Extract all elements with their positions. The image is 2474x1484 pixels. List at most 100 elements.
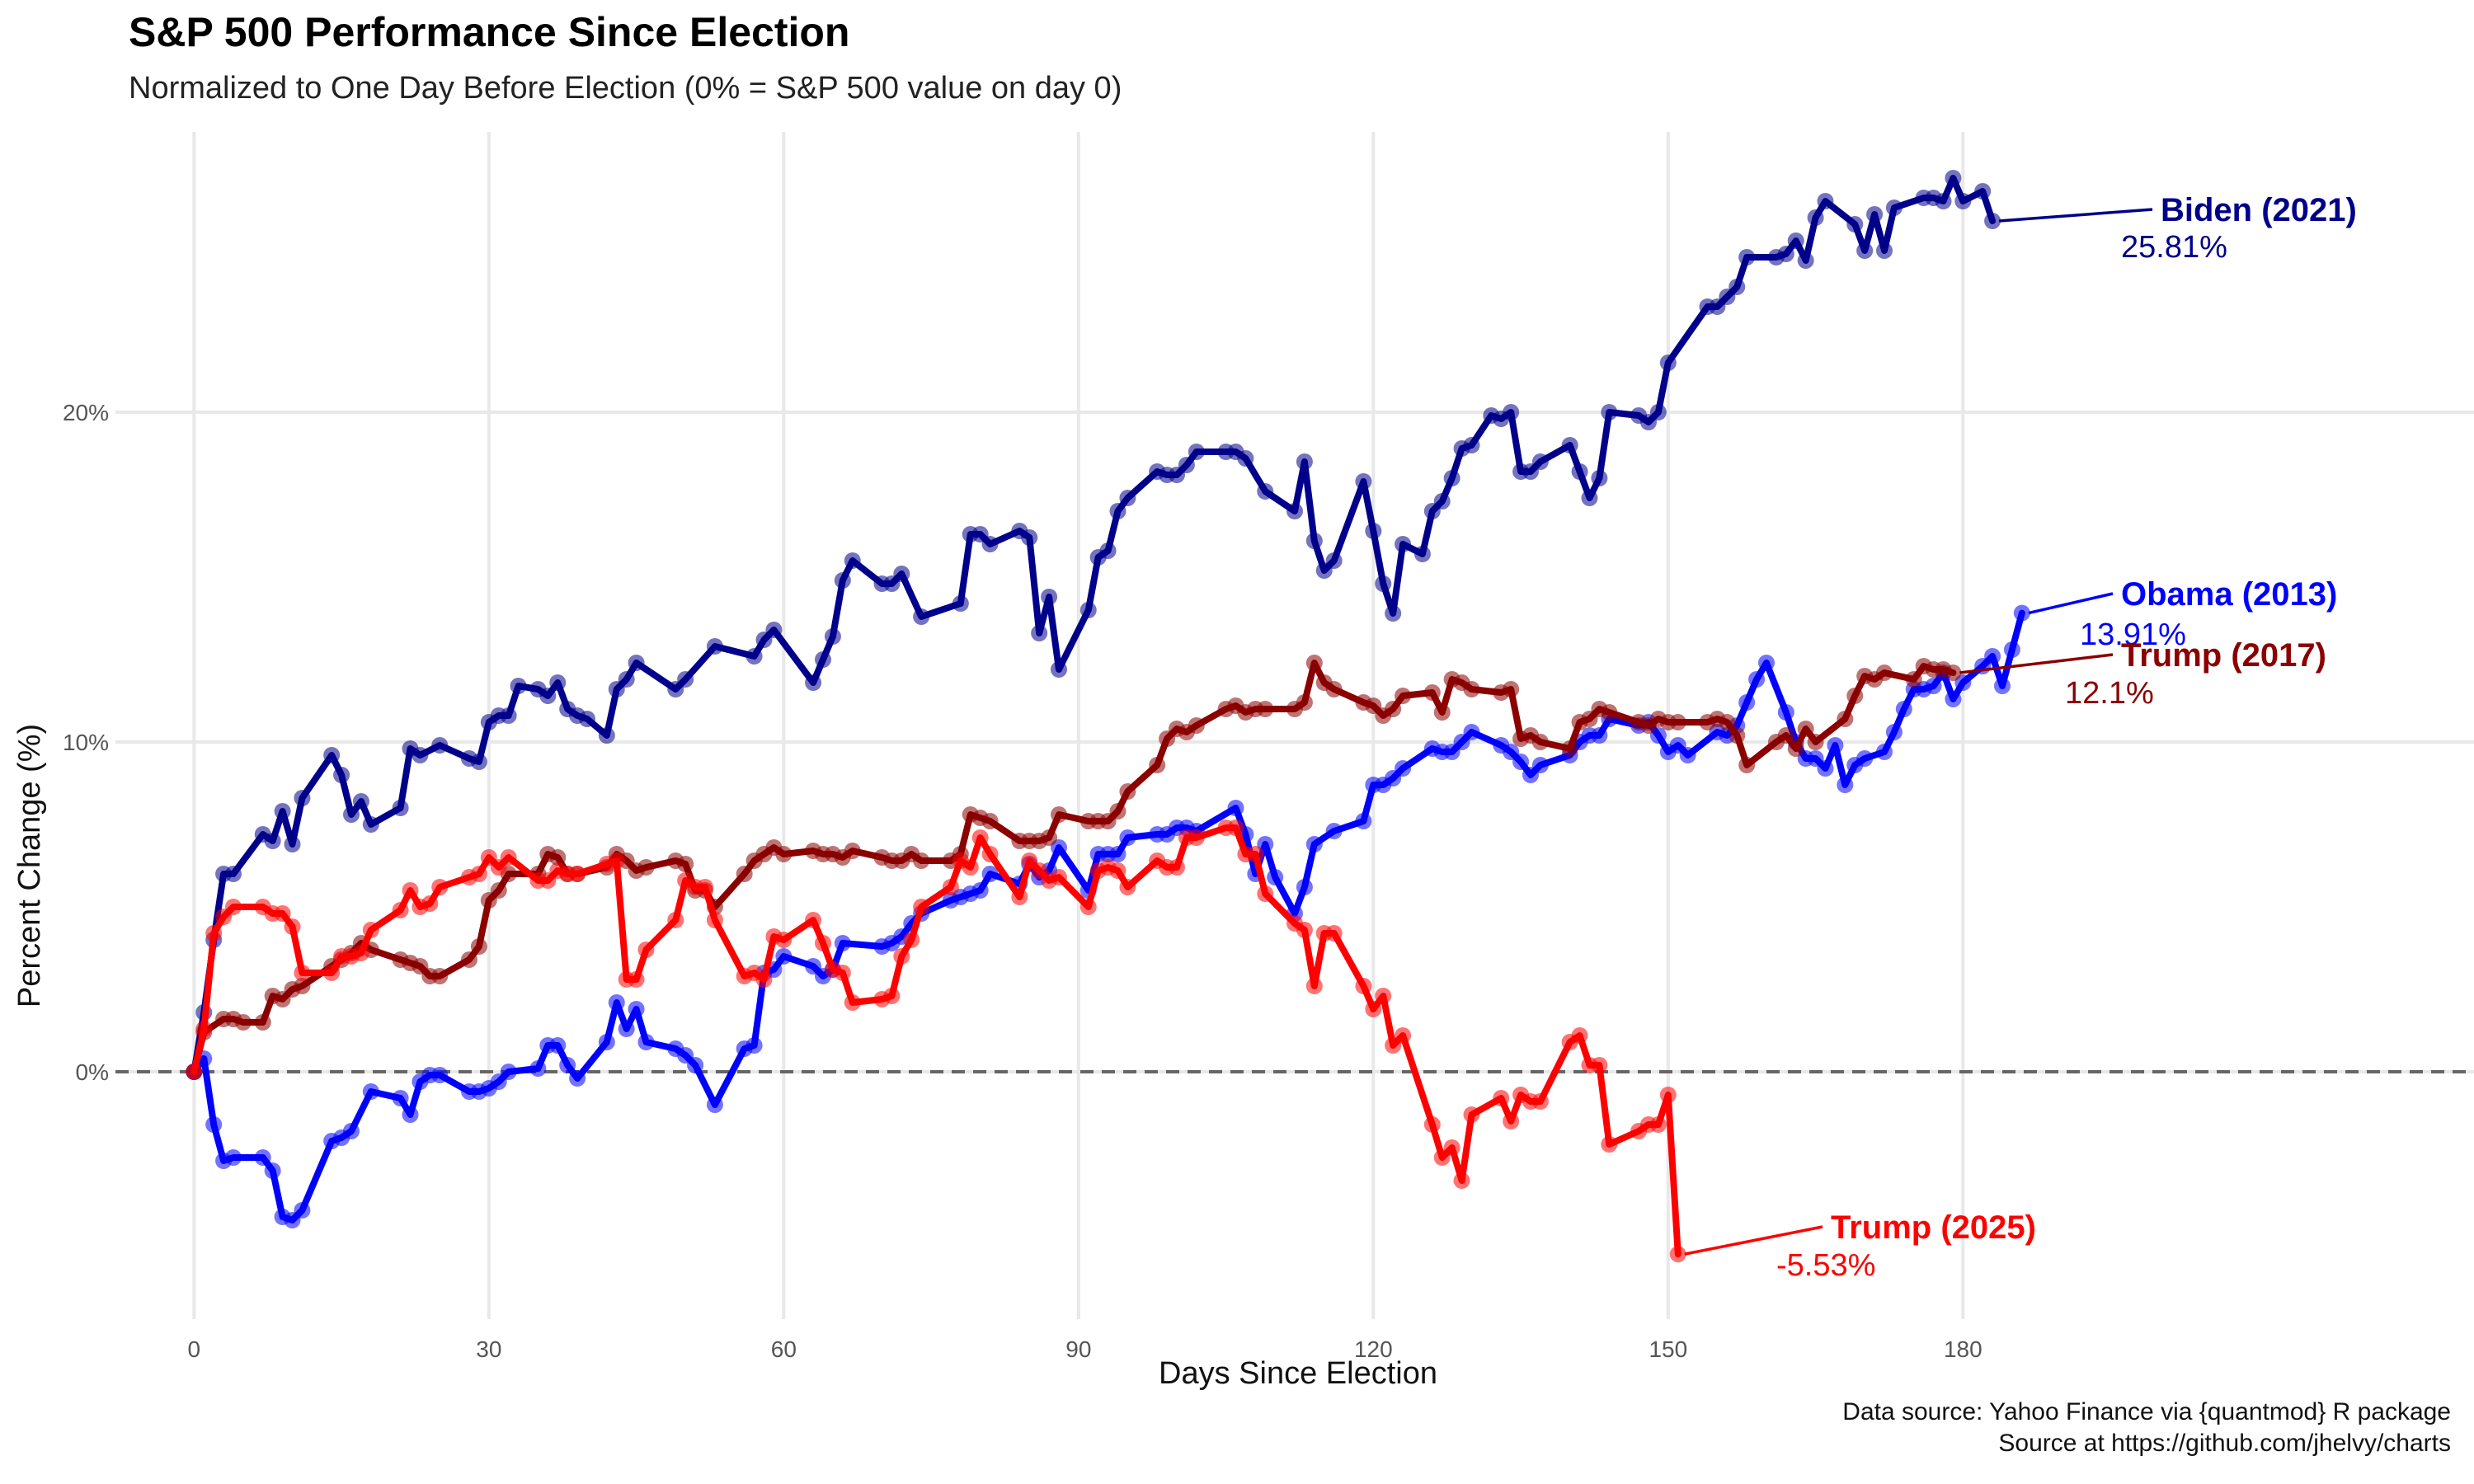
data-point [981,866,999,882]
data-point [834,572,851,589]
data-point [1866,206,1884,223]
end-label-name: Trump (2017) [2121,637,2326,674]
end-label-connector [1998,208,2153,223]
data-point [913,852,930,869]
data-point [343,1123,360,1139]
data-point [392,1090,409,1106]
data-point [637,1034,655,1050]
data-point [834,965,851,981]
series-obama-2013 [186,604,2030,1228]
data-point [500,707,517,724]
data-point [1876,665,1893,681]
data-point [1601,1136,1618,1153]
data-point [1011,889,1028,905]
data-point [1817,760,1834,777]
data-point [775,846,793,862]
data-point [1365,1001,1382,1017]
data-point [844,843,861,859]
data-point [274,905,291,922]
data-point [1905,671,1922,688]
data-point [1375,575,1392,592]
data-point [1267,869,1284,885]
data-point [1325,823,1343,839]
data-point [1945,665,1962,681]
tick-label-layer: 0 30 60 90 120 150 180 0% 10% 20% [63,400,1982,1362]
data-point [1169,859,1185,876]
end-label-group: Trump (2025)-5.53% [1684,1209,2036,1283]
y-tick-label: 0% [76,1059,109,1085]
data-point [1669,1246,1686,1263]
data-point [195,1021,213,1037]
data-point [1227,819,1244,836]
end-label-value: 13.91% [2080,618,2186,652]
data-point [913,899,930,915]
data-point [274,803,291,819]
data-point [294,1202,311,1219]
data-point [549,674,567,691]
data-point [254,1149,271,1166]
data-point [1463,1106,1480,1123]
data-point [1395,536,1412,552]
data-point [1531,453,1549,470]
data-point [1984,648,2001,665]
data-point [745,1037,763,1054]
data-point [844,552,861,569]
x-tick-label: 90 [1065,1336,1091,1362]
data-point [618,671,635,688]
data-point [1119,783,1136,800]
data-point [1355,813,1372,829]
data-point [1669,714,1686,730]
data-point [1109,503,1126,519]
data-point [913,608,930,625]
end-label-connector [2028,592,2114,615]
data-point [431,879,449,895]
data-point [1041,829,1058,846]
data-point [1994,678,2011,694]
data-point [942,879,959,895]
end-label-name: Biden (2021) [2161,192,2357,228]
data-point [775,948,793,965]
data-point [667,912,684,928]
data-point [1305,533,1323,549]
data-point [1119,879,1136,895]
data-point [1099,542,1117,559]
data-point [981,846,999,862]
data-point [1375,988,1392,1004]
data-point [1453,1172,1470,1189]
data-point [1296,694,1313,711]
data-point [1365,523,1382,539]
data-point [706,1097,723,1113]
data-point [1031,625,1048,641]
data-point [1395,760,1412,777]
data-point [883,988,901,1004]
data-point [539,688,557,704]
data-point [1758,655,1775,671]
data-point [765,622,783,638]
data-point [706,912,723,928]
data-point [1305,836,1323,852]
end-label-layer: Biden (2021)25.81%Obama (2013)13.91%Trum… [1684,192,2357,1283]
data-point [1531,734,1549,750]
data-point [628,1001,645,1017]
data-point [1738,757,1756,773]
data-point [1296,453,1313,470]
data-point [1109,862,1126,879]
data-point [637,942,655,958]
data-point [402,882,419,899]
data-point [962,859,979,876]
data-point [1719,714,1736,730]
data-point [1591,470,1608,486]
data-point [1649,404,1667,420]
data-point [569,1070,586,1087]
data-point [470,938,487,955]
data-point [1305,978,1323,994]
data-point [981,813,999,829]
data-point [254,1014,271,1031]
data-point [815,935,831,951]
data-point [736,866,753,882]
x-tick-label: 180 [1944,1336,1982,1362]
data-point [677,856,694,872]
data-point [205,1116,223,1133]
data-point [893,566,910,582]
